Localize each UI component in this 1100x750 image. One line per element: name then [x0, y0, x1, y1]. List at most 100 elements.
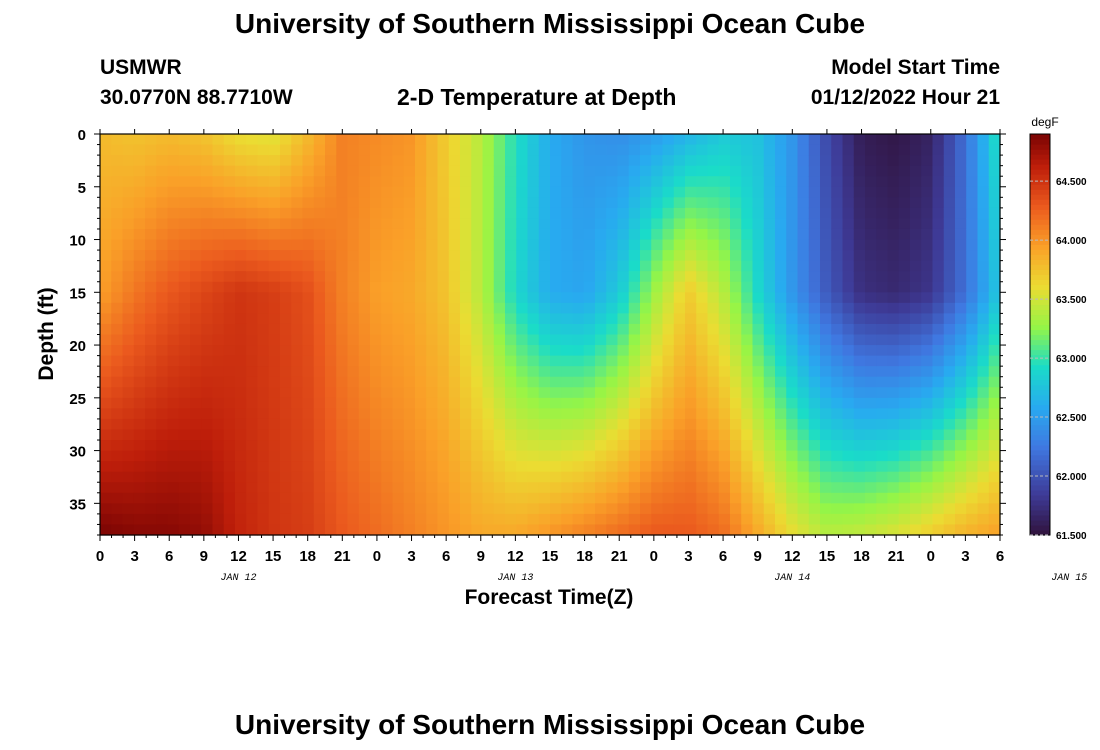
heatmap-cell — [932, 323, 945, 336]
colorbar-swatch — [1030, 504, 1050, 511]
heatmap-cell — [133, 482, 146, 494]
heatmap-cell — [313, 513, 326, 526]
heatmap-cell — [448, 482, 461, 494]
heatmap-cell — [437, 450, 450, 462]
heatmap-cell — [403, 186, 416, 198]
heatmap-cell — [898, 250, 911, 262]
heatmap-cell — [223, 292, 236, 304]
heatmap-cell — [842, 228, 855, 241]
heatmap-cell — [178, 397, 191, 409]
heatmap-cell — [381, 461, 394, 473]
heatmap-cell — [201, 440, 214, 452]
heatmap-cell — [313, 155, 326, 167]
heatmap-cell — [471, 408, 484, 420]
heatmap-cell — [921, 492, 934, 504]
heatmap-cell — [358, 397, 371, 409]
heatmap-cell — [775, 271, 787, 283]
heatmap-cell — [201, 397, 214, 409]
x-tick-label: 6 — [996, 548, 1004, 565]
heatmap-cell — [718, 271, 731, 283]
heatmap-cell — [775, 397, 787, 409]
heatmap-cell — [370, 260, 382, 272]
heatmap-cell — [505, 176, 517, 188]
heatmap-cell — [426, 281, 439, 293]
x-tick-label: 15 — [542, 548, 559, 565]
heatmap-cell — [145, 281, 157, 293]
heatmap-cell — [550, 292, 562, 304]
heatmap-cell — [831, 176, 844, 188]
heatmap-cell — [156, 461, 169, 473]
heatmap-cell — [178, 334, 191, 346]
heatmap-cell — [943, 313, 956, 325]
heatmap-cell — [223, 397, 236, 409]
heatmap-cell — [617, 524, 630, 536]
heatmap-cell — [943, 155, 956, 167]
heatmap-cell — [651, 440, 664, 452]
heatmap-cell — [133, 197, 146, 209]
heatmap-cell — [268, 323, 281, 336]
heatmap-cell — [741, 281, 754, 293]
heatmap-cell — [718, 471, 731, 483]
heatmap-cell — [370, 345, 382, 357]
heatmap-cell — [133, 313, 146, 325]
heatmap-cell — [516, 144, 529, 156]
heatmap-cell — [775, 418, 787, 431]
heatmap-cell — [752, 176, 765, 188]
heatmap-cell — [628, 134, 641, 146]
heatmap-cell — [493, 260, 506, 272]
heatmap-cell — [426, 450, 439, 462]
heatmap-cell — [133, 281, 146, 293]
heatmap-cell — [673, 503, 686, 515]
heatmap-cell — [426, 397, 439, 409]
heatmap-cell — [302, 429, 315, 441]
heatmap-cell — [572, 366, 585, 378]
heatmap-cell — [550, 366, 562, 378]
heatmap-cell — [628, 207, 641, 220]
heatmap-cell — [246, 524, 259, 536]
heatmap-cell — [752, 397, 765, 409]
heatmap-cell — [167, 165, 180, 177]
heatmap-cell — [966, 503, 979, 515]
heatmap-cell — [595, 429, 607, 441]
heatmap-cell — [628, 482, 641, 494]
heatmap-cell — [235, 345, 247, 357]
heatmap-cell — [280, 197, 292, 209]
heatmap-cell — [516, 513, 529, 526]
heatmap-cell — [392, 513, 405, 526]
heatmap-cell — [898, 387, 911, 399]
heatmap-cell — [100, 482, 112, 494]
heatmap-cell — [977, 345, 990, 357]
heatmap-cell — [685, 513, 697, 526]
heatmap-cell — [685, 207, 697, 220]
heatmap-cell — [572, 513, 585, 526]
heatmap-cell — [977, 165, 990, 177]
heatmap-cell — [561, 176, 574, 188]
heatmap-cell — [471, 186, 484, 198]
heatmap-cell — [235, 397, 247, 409]
heatmap-cell — [606, 302, 619, 314]
heatmap-cell — [898, 524, 911, 536]
heatmap-cell — [561, 376, 574, 388]
heatmap-cell — [527, 513, 540, 526]
heatmap-cell — [898, 429, 911, 441]
heatmap-cell — [246, 355, 259, 367]
heatmap-cell — [842, 155, 855, 167]
heatmap-cell — [910, 313, 922, 325]
heatmap-cell — [741, 503, 754, 515]
heatmap-cell — [122, 366, 135, 378]
heatmap-cell — [583, 450, 596, 462]
heatmap-cell — [145, 429, 157, 441]
heatmap-cell — [887, 376, 900, 388]
heatmap-cell — [662, 461, 675, 473]
heatmap-cell — [246, 207, 259, 220]
heatmap-cell — [842, 239, 855, 251]
heatmap-cell — [538, 418, 551, 431]
heatmap-cell — [268, 134, 281, 146]
heatmap-cell — [291, 218, 304, 230]
heatmap-cell — [550, 471, 562, 483]
heatmap-cell — [325, 440, 337, 452]
heatmap-cell — [651, 450, 664, 462]
heatmap-cell — [212, 513, 225, 526]
heatmap-cell — [842, 334, 855, 346]
heatmap-cell — [752, 260, 765, 272]
